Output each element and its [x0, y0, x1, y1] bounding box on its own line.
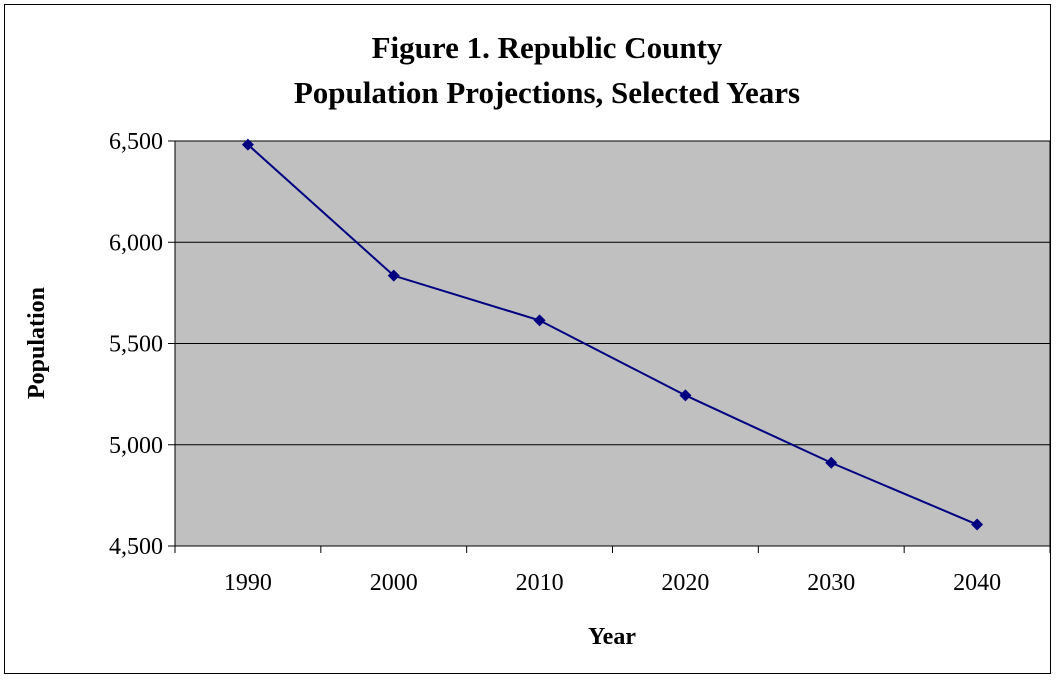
data-point-marker — [825, 456, 838, 469]
data-point-marker — [971, 518, 984, 531]
gridlines — [175, 241, 1050, 446]
x-tick-label: 2000 — [370, 570, 418, 596]
chart-title-line-1: Figure 1. Republic County — [372, 30, 723, 65]
x-tick-label: 1990 — [224, 570, 272, 596]
x-tick-label: 2010 — [516, 570, 564, 596]
y-axis-title: Population — [24, 287, 50, 399]
x-tick-label: 2020 — [661, 570, 709, 596]
y-tick-label: 5,000 — [109, 433, 163, 459]
x-tick-label: 2030 — [807, 570, 855, 596]
x-axis-title: Year — [588, 624, 636, 650]
series-population — [241, 138, 984, 531]
x-axis: 1990 2000 2010 2020 2030 2040 — [174, 546, 1051, 596]
data-point-marker — [241, 138, 254, 151]
series-line — [247, 143, 978, 526]
y-axis: 4,500 5,000 5,500 6,000 6,500 — [109, 129, 175, 560]
y-tick-label: 6,000 — [109, 230, 163, 256]
data-point-marker — [387, 269, 400, 282]
y-tick-label: 4,500 — [109, 534, 163, 560]
chart-title-line-2: Population Projections, Selected Years — [294, 75, 800, 110]
data-point-marker — [533, 314, 546, 327]
x-tick-label: 2040 — [953, 570, 1001, 596]
y-tick-label: 6,500 — [109, 129, 163, 155]
y-tick-label: 5,500 — [109, 332, 163, 358]
data-point-marker — [679, 389, 692, 402]
